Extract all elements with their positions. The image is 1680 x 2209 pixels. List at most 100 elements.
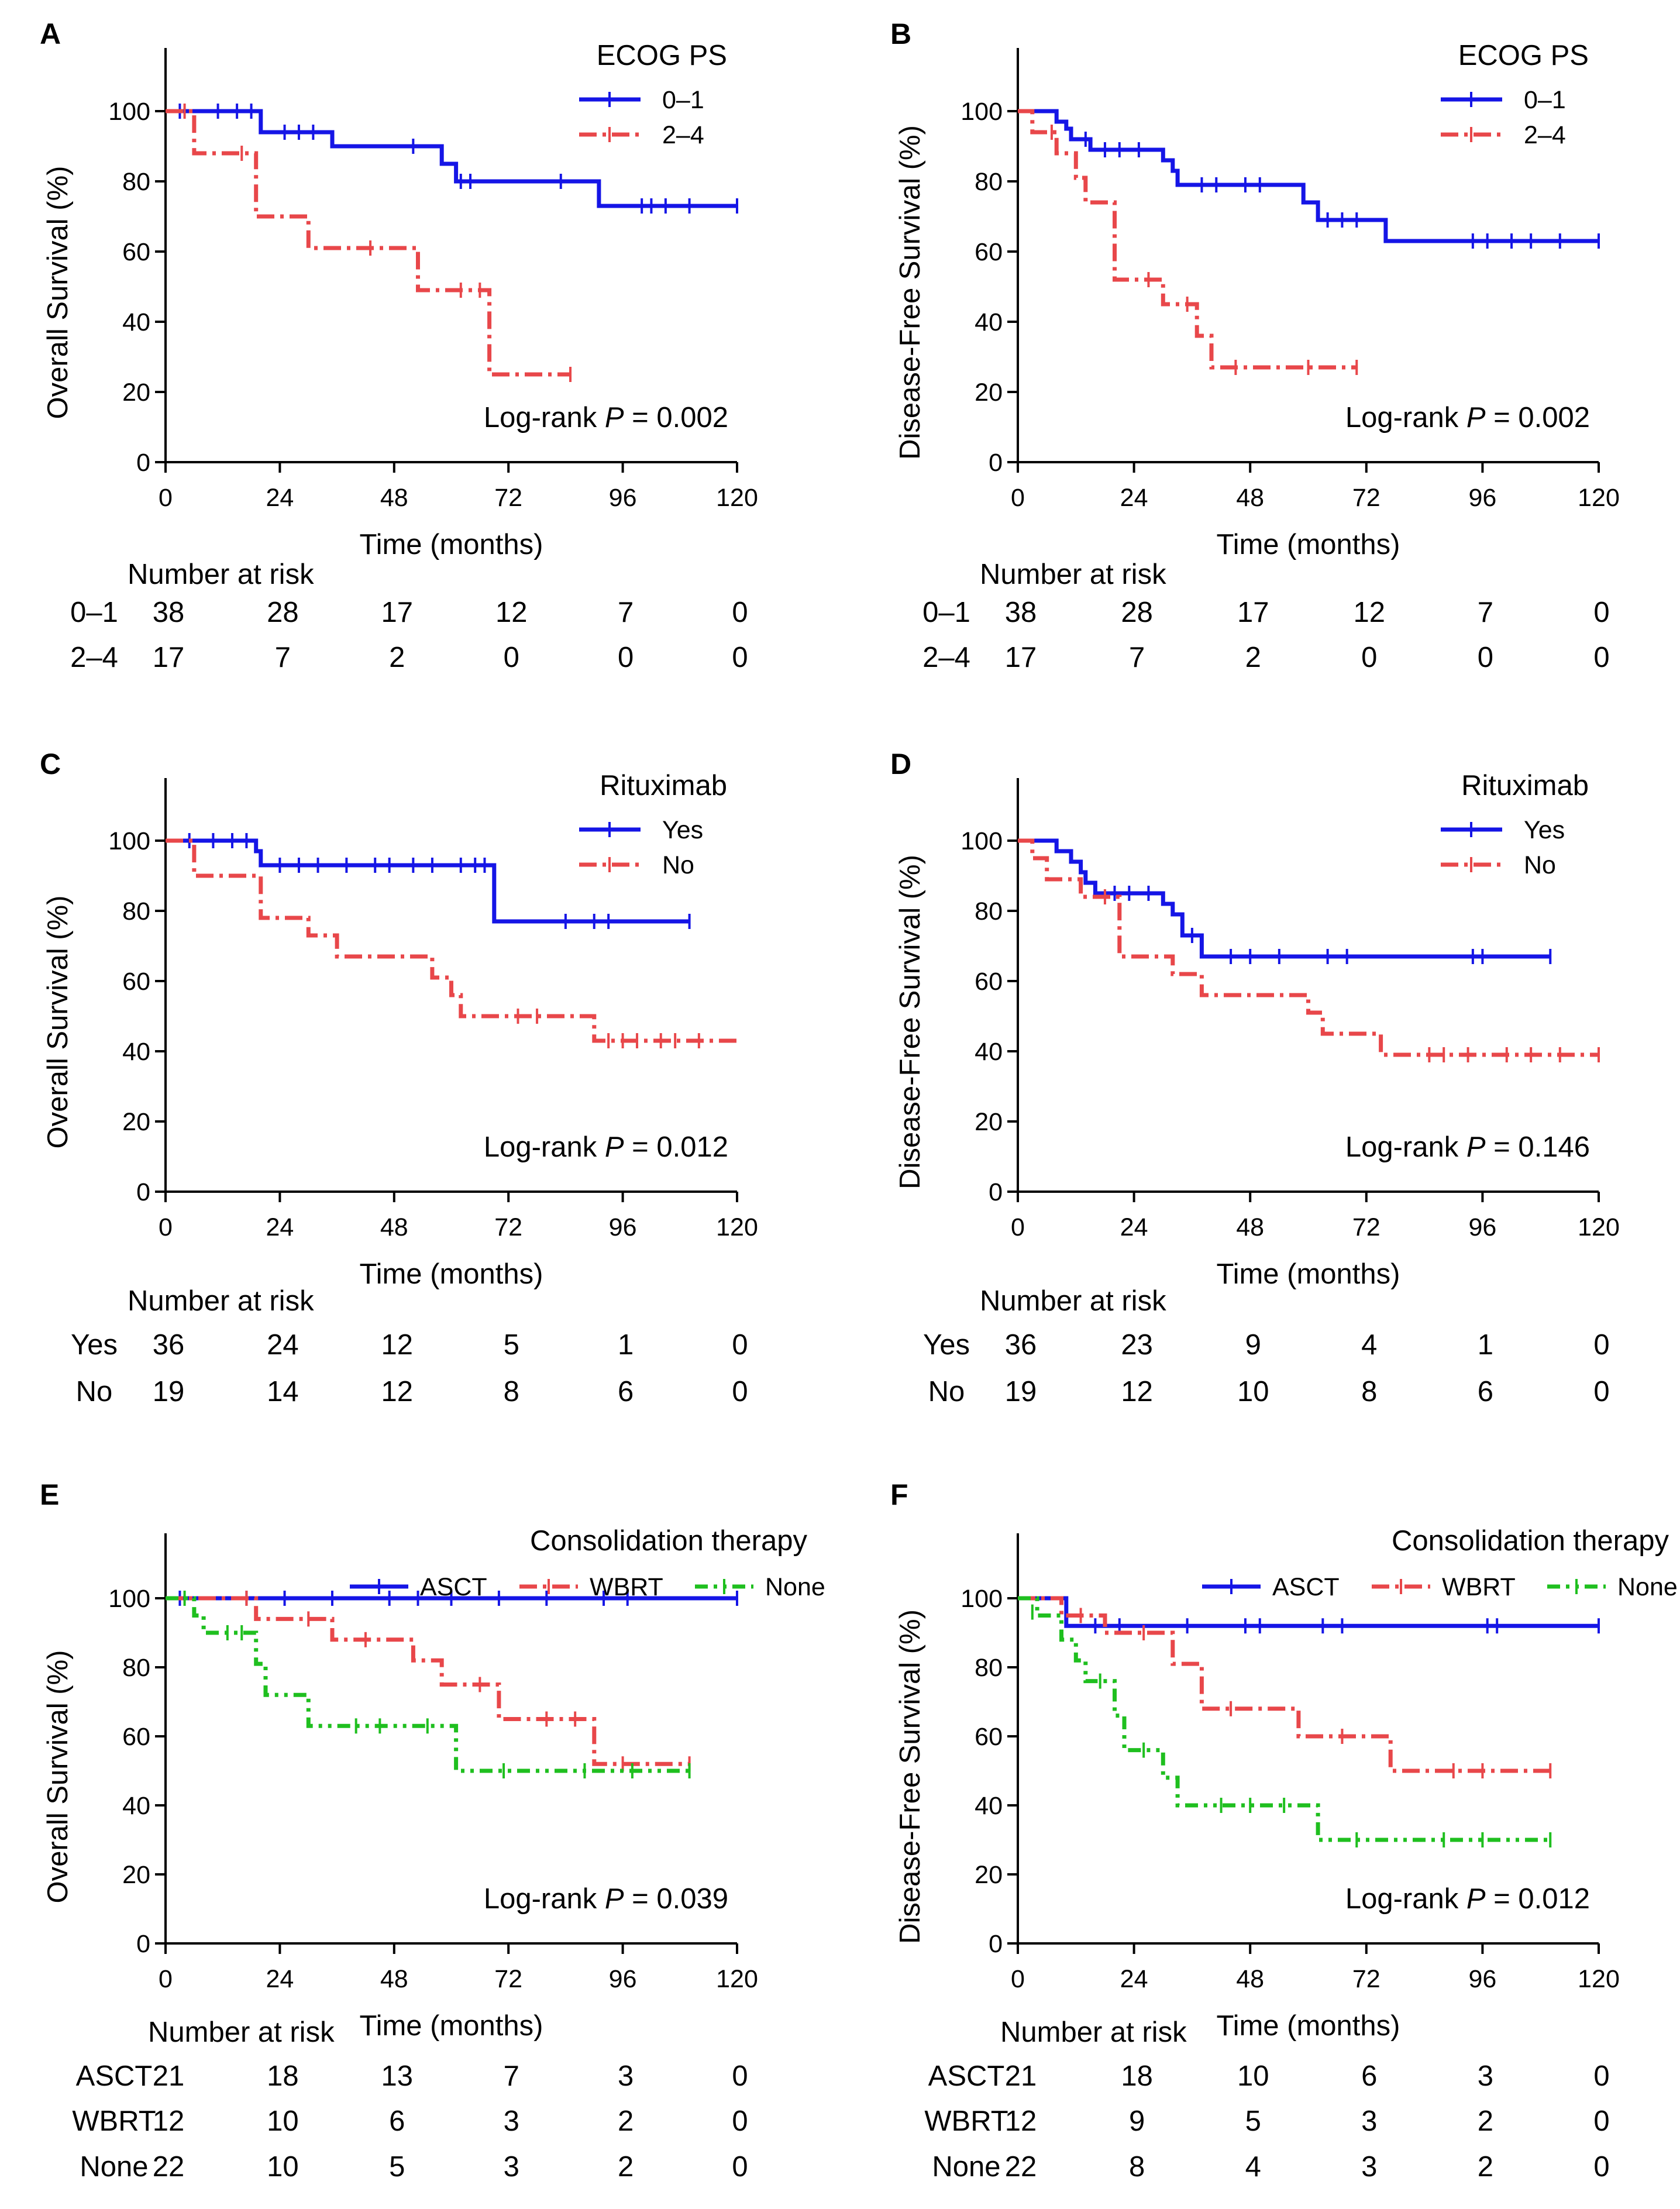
legend-label: None	[1617, 1573, 1678, 1601]
survival-curve	[1018, 1596, 1551, 1842]
risk-count: 0	[1593, 2060, 1609, 2092]
pvalue-value: 0.012	[656, 1131, 728, 1163]
x-tick-label: 96	[1468, 484, 1496, 512]
x-tick-label: 0	[1011, 1965, 1025, 1993]
series-WBRT	[1018, 1596, 1552, 1778]
risk-count: 24	[267, 1329, 299, 1361]
risk-row-label: None	[932, 2151, 1000, 2183]
risk-table-title: Number at risk	[148, 2017, 335, 2048]
x-tick-label: 48	[380, 1213, 408, 1241]
pvalue-prefix: Log-rank	[484, 1883, 605, 1915]
risk-row-label: 2–4	[70, 642, 118, 673]
y-tick-label: 100	[108, 1585, 150, 1613]
x-tick-label: 72	[1352, 484, 1381, 512]
risk-count: 17	[153, 642, 185, 673]
pvalue-annotation: Log-rank P = 0.002	[1345, 402, 1590, 433]
risk-count: 21	[1005, 2060, 1037, 2092]
risk-count: 10	[267, 2151, 299, 2183]
pvalue-prefix: Log-rank	[484, 1131, 605, 1163]
y-axis-label: Overall Survival (%)	[42, 1650, 74, 1904]
y-tick-label: 60	[975, 1723, 1003, 1751]
x-axis-label: Time (months)	[359, 1258, 543, 1290]
survival-curve	[166, 838, 690, 924]
risk-count: 0	[504, 642, 519, 673]
x-tick-label: 48	[380, 484, 408, 512]
risk-count: 28	[267, 597, 299, 628]
y-tick-label: 0	[136, 449, 150, 477]
legend: Consolidation therapy ASCT WBRT None	[1202, 1525, 1678, 1601]
y-tick-label: 0	[136, 1178, 150, 1206]
risk-count: 0	[1593, 597, 1609, 628]
risk-count: 0	[1593, 1329, 1609, 1361]
risk-count: 7	[275, 642, 291, 673]
y-tick-label: 100	[108, 98, 150, 126]
x-tick-label: 120	[716, 1965, 758, 1993]
panel-letter: B	[890, 18, 911, 50]
risk-count: 0	[1361, 642, 1377, 673]
legend-label: 2–4	[1524, 121, 1566, 149]
x-tick-label: 120	[1578, 484, 1620, 512]
legend-label: WBRT	[1442, 1573, 1516, 1601]
x-tick-label: 24	[266, 484, 294, 512]
risk-row-label: 0–1	[922, 597, 970, 628]
x-tick-label: 48	[1236, 1213, 1264, 1241]
x-tick-label: 72	[494, 1965, 522, 1993]
risk-count: 3	[1361, 2151, 1377, 2183]
y-tick-label: 0	[989, 449, 1003, 477]
risk-count: 0	[1478, 642, 1493, 673]
series-No	[166, 838, 737, 1048]
x-tick-label: 0	[159, 1965, 173, 1993]
risk-count: 8	[1361, 1376, 1377, 1408]
pvalue-annotation: Log-rank P = 0.146	[1345, 1131, 1590, 1163]
risk-count: 0	[732, 597, 748, 628]
x-tick-label: 24	[266, 1213, 294, 1241]
x-tick-label: 96	[1468, 1965, 1496, 1993]
risk-count: 3	[1478, 2060, 1493, 2092]
y-axis-label: Disease-Free Survival (%)	[894, 125, 926, 460]
risk-table: Number at risk 0–1 38 28 17 12 7 0 2–4 17 7 2 0 0 0	[922, 559, 1610, 673]
series-None	[166, 1591, 691, 1778]
legend-label: Yes	[662, 816, 703, 844]
risk-row-label: ASCT	[928, 2060, 1005, 2092]
risk-count: 0	[732, 1376, 748, 1408]
y-tick-label: 100	[961, 1585, 1003, 1613]
risk-row-label: Yes	[923, 1329, 970, 1361]
legend-label: No	[1524, 851, 1556, 879]
pvalue-p: P	[605, 1131, 624, 1163]
risk-count: 9	[1129, 2105, 1145, 2137]
risk-count: 9	[1245, 1329, 1261, 1361]
x-tick-label: 24	[266, 1965, 294, 1993]
pvalue-prefix: Log-rank	[484, 402, 605, 433]
y-tick-label: 100	[108, 827, 150, 855]
legend-label: Yes	[1524, 816, 1565, 844]
survival-curve	[1018, 1596, 1551, 1773]
risk-count: 6	[618, 1376, 634, 1408]
x-axis-label: Time (months)	[1216, 2010, 1400, 2042]
survival-curve	[166, 109, 737, 208]
risk-count: 22	[153, 2151, 185, 2183]
series-0–1	[1018, 109, 1600, 249]
legend-label: ASCT	[1272, 1573, 1340, 1601]
x-tick-label: 24	[1120, 484, 1148, 512]
risk-count: 17	[1237, 597, 1269, 628]
legend-title: Consolidation therapy	[1392, 1525, 1669, 1557]
survival-curve	[1018, 109, 1357, 370]
risk-count: 0	[732, 1329, 748, 1361]
series-ASCT	[166, 1591, 738, 1606]
risk-count: 19	[1005, 1376, 1037, 1408]
risk-count: 2	[1478, 2105, 1493, 2137]
y-tick-label: 60	[122, 238, 150, 266]
y-tick-label: 80	[975, 897, 1003, 925]
series-No	[1018, 838, 1600, 1062]
x-tick-label: 96	[609, 484, 637, 512]
survival-curve	[166, 109, 570, 377]
risk-count: 0	[732, 2105, 748, 2137]
y-tick-label: 20	[122, 1108, 150, 1136]
risk-count: 2	[389, 642, 405, 673]
legend: ECOG PS 0–1 2–4	[1441, 40, 1589, 149]
